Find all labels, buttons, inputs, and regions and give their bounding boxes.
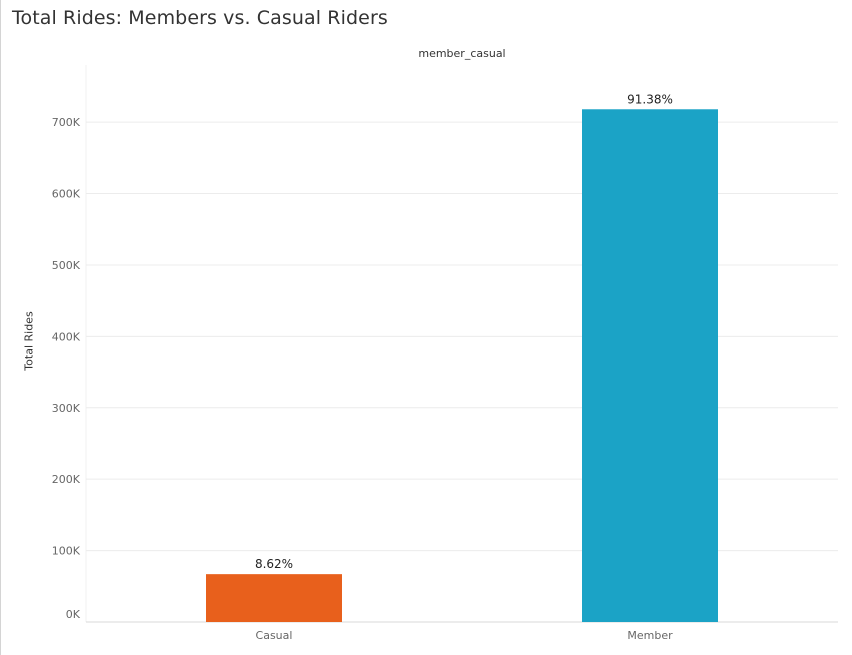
y-tick-label: 200K: [52, 473, 81, 486]
x-tick-label: Casual: [256, 629, 293, 642]
bar-casual: [206, 574, 342, 622]
data-label: 91.38%: [627, 92, 673, 106]
y-tick-label: 300K: [52, 402, 81, 415]
y-tick-label: 500K: [52, 259, 81, 272]
x-tick-label: Member: [627, 629, 673, 642]
y-tick-label: 100K: [52, 545, 81, 558]
column-header: member_casual: [418, 47, 506, 60]
y-tick-label: 600K: [52, 188, 81, 201]
bar-member: [582, 109, 718, 623]
y-tick-label: 700K: [52, 116, 81, 129]
y-tick-label: 400K: [52, 330, 81, 343]
y-tick-label: 0K: [66, 608, 81, 621]
data-label: 8.62%: [255, 557, 293, 571]
chart-title: Total Rides: Members vs. Casual Riders: [12, 7, 388, 29]
